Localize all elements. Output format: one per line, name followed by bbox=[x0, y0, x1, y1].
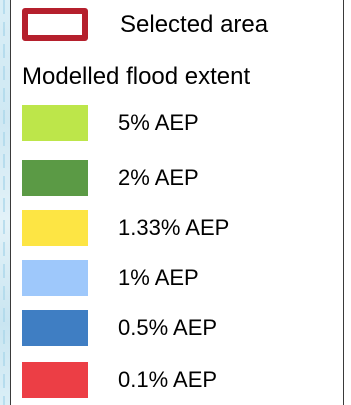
selected-area-label: Selected area bbox=[120, 11, 269, 38]
swatch-0-5pct-aep bbox=[22, 310, 88, 346]
swatch-1-33pct-aep bbox=[22, 210, 88, 246]
swatch-0-1pct-aep bbox=[22, 362, 88, 398]
swatch-1pct-aep bbox=[22, 260, 88, 296]
swatch-2pct-aep bbox=[22, 160, 88, 196]
selected-area-swatch bbox=[22, 8, 88, 41]
flood-extent-heading: Modelled flood extent bbox=[22, 63, 251, 90]
label-0-1pct-aep: 0.1% AEP bbox=[118, 367, 218, 392]
label-0-5pct-aep: 0.5% AEP bbox=[118, 315, 218, 340]
legend-border-right bbox=[343, 0, 344, 405]
legend-border-left bbox=[10, 0, 11, 405]
label-2pct-aep: 2% AEP bbox=[118, 165, 199, 190]
label-5pct-aep: 5% AEP bbox=[118, 110, 199, 135]
label-1pct-aep: 1% AEP bbox=[118, 265, 199, 290]
label-1-33pct-aep: 1.33% AEP bbox=[118, 215, 230, 240]
map-background-strip bbox=[0, 0, 10, 405]
swatch-5pct-aep bbox=[22, 105, 88, 141]
